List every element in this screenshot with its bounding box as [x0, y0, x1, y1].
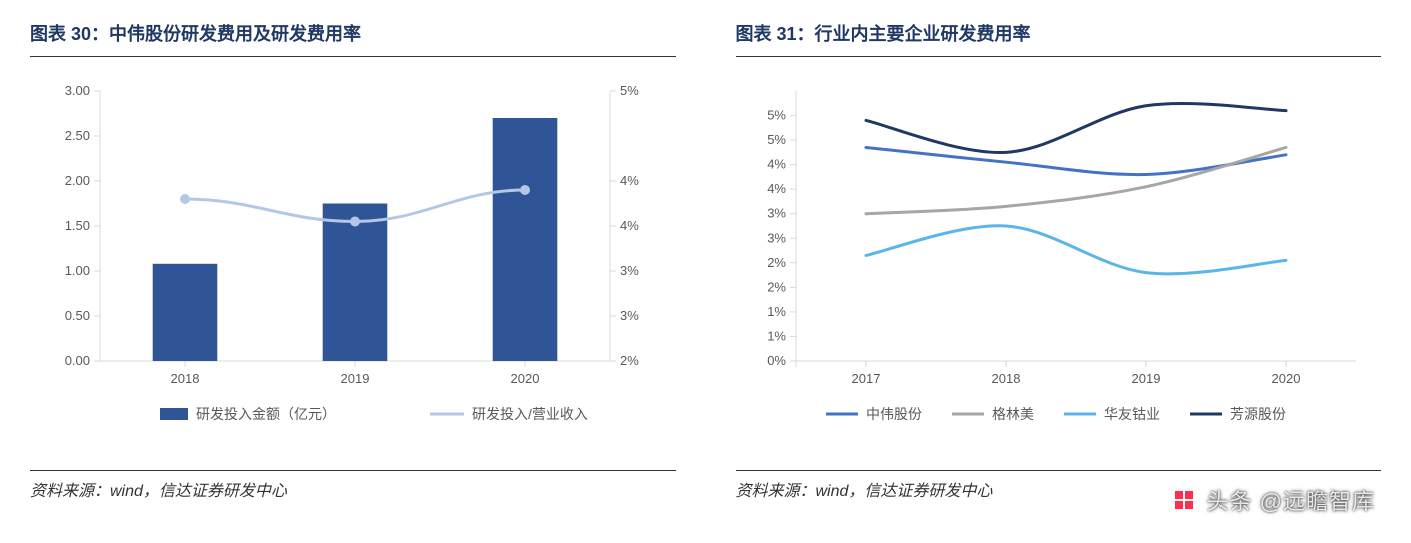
- svg-text:1.50: 1.50: [65, 218, 90, 233]
- chart-right-panel: 图表 31：行业内主要企业研发费用率 0% 1% 1% 2% 2% 3% 3% 4% 4% 5% 5…: [736, 20, 1382, 501]
- svg-text:1%: 1%: [767, 328, 786, 343]
- watermark-icon: [1173, 489, 1195, 517]
- svg-text:2%: 2%: [620, 353, 639, 368]
- svg-text:0.00: 0.00: [65, 353, 90, 368]
- watermark-text: 头条 @远瞻智库: [1207, 489, 1375, 514]
- svg-text:2018: 2018: [171, 371, 200, 386]
- svg-text:3%: 3%: [767, 230, 786, 245]
- chart-right-title: 图表 31：行业内主要企业研发费用率: [736, 20, 1382, 56]
- svg-text:2%: 2%: [767, 255, 786, 270]
- rule: [736, 56, 1382, 57]
- svg-text:2019: 2019: [1131, 371, 1160, 386]
- svg-text:5%: 5%: [620, 83, 639, 98]
- svg-text:2019: 2019: [341, 371, 370, 386]
- svg-text:0.50: 0.50: [65, 308, 90, 323]
- svg-text:0%: 0%: [767, 353, 786, 368]
- svg-text:3%: 3%: [767, 206, 786, 221]
- svg-text:2018: 2018: [991, 371, 1020, 386]
- rule: [30, 470, 676, 471]
- svg-text:4%: 4%: [620, 218, 639, 233]
- watermark: 头条 @远瞻智库: [1173, 484, 1375, 517]
- svg-text:2%: 2%: [767, 279, 786, 294]
- svg-text:研发投入金额（亿元）: 研发投入金额（亿元）: [196, 406, 336, 422]
- svg-text:格林美: 格林美: [992, 406, 1034, 422]
- chart-left-panel: 图表 30：中伟股份研发费用及研发费用率 0.00 0.50 1.00 1.50 2.0…: [30, 20, 676, 501]
- svg-text:2.50: 2.50: [65, 128, 90, 143]
- chart-left-title: 图表 30：中伟股份研发费用及研发费用率: [30, 20, 676, 56]
- svg-text:4%: 4%: [620, 173, 639, 188]
- rule: [736, 470, 1382, 471]
- svg-text:华友钴业: 华友钴业: [1104, 406, 1160, 422]
- chart-left-svg-wrap: 0.00 0.50 1.00 1.50 2.00 2.50 3.00 2% 3% 3% 4% 4% 5%…: [30, 71, 676, 456]
- svg-text:芳源股份: 芳源股份: [1230, 406, 1286, 422]
- chart-right-svg: 0% 1% 1% 2% 2% 3% 3% 4% 4% 5% 5% 2017 2018 2019 2020 中伟…: [736, 71, 1376, 451]
- svg-text:3%: 3%: [620, 263, 639, 278]
- svg-text:5%: 5%: [767, 132, 786, 147]
- svg-text:1.00: 1.00: [65, 263, 90, 278]
- svg-text:1%: 1%: [767, 304, 786, 319]
- svg-text:4%: 4%: [767, 181, 786, 196]
- svg-text:2017: 2017: [851, 371, 880, 386]
- svg-text:5%: 5%: [767, 108, 786, 123]
- svg-text:3.00: 3.00: [65, 83, 90, 98]
- charts-container: 图表 30：中伟股份研发费用及研发费用率 0.00 0.50 1.00 1.50 2.0…: [30, 20, 1381, 501]
- chart-left-source: 资料来源：wind，信达证券研发中心: [30, 477, 676, 501]
- svg-text:3%: 3%: [620, 308, 639, 323]
- chart-left-svg: 0.00 0.50 1.00 1.50 2.00 2.50 3.00 2% 3% 3% 4% 4% 5%…: [30, 71, 670, 451]
- svg-text:研发投入/营业收入: 研发投入/营业收入: [472, 406, 588, 422]
- svg-text:4%: 4%: [767, 157, 786, 172]
- chart-right-svg-wrap: 0% 1% 1% 2% 2% 3% 3% 4% 4% 5% 5% 2017 2018 2019 2020 中伟…: [736, 71, 1382, 456]
- svg-text:2020: 2020: [1271, 371, 1300, 386]
- rule: [30, 56, 676, 57]
- svg-text:中伟股份: 中伟股份: [866, 406, 922, 422]
- svg-text:2020: 2020: [511, 371, 540, 386]
- svg-text:2.00: 2.00: [65, 173, 90, 188]
